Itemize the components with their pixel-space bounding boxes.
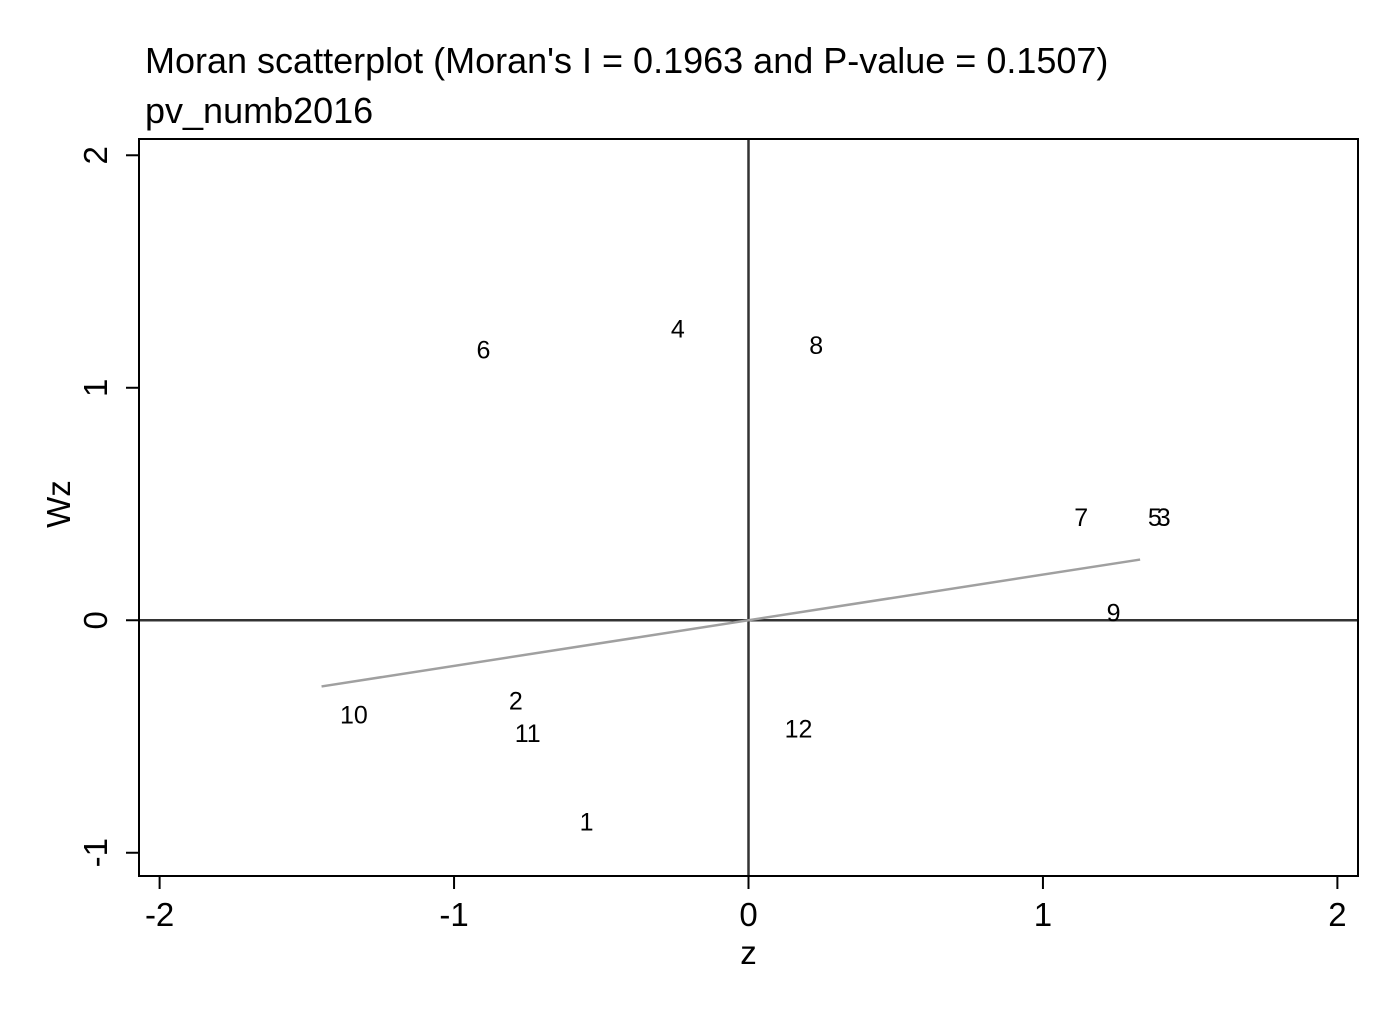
y-axis-title: Wz [40, 480, 77, 528]
point-label: 9 [1107, 599, 1121, 627]
x-axis-title: z [740, 934, 757, 971]
point-label: 6 [477, 337, 491, 365]
point-label: 3 [1157, 504, 1171, 532]
point-label: 1 [580, 809, 594, 837]
point-label: 7 [1074, 504, 1088, 532]
x-tick-label: 0 [739, 896, 757, 933]
point-label: 11 [515, 720, 541, 748]
y-tick-label: 2 [77, 146, 114, 164]
point-label: 12 [785, 716, 813, 744]
y-tick-label: 0 [77, 611, 114, 629]
point-label: 4 [671, 316, 685, 344]
y-tick-label: 1 [77, 379, 114, 397]
x-tick-label: 2 [1328, 896, 1346, 933]
point-label: 5 [1148, 504, 1162, 532]
reference-lines [139, 139, 1358, 876]
x-tick-label: -1 [439, 896, 468, 933]
x-tick-label: 1 [1034, 896, 1052, 933]
x-axis: -2 -1 0 1 2 z [145, 876, 1347, 971]
y-axis: -1 0 1 2 Wz [40, 146, 139, 867]
point-label: 8 [809, 332, 823, 360]
point-label: 2 [509, 688, 523, 716]
chart-title: Moran scatterplot (Moran's I = 0.1963 an… [145, 40, 1109, 81]
fit-line [321, 558, 1141, 688]
fit-line-layer [321, 558, 1141, 688]
x-tick-label: -2 [145, 896, 174, 933]
chart-subtitle: pv_numb2016 [145, 90, 374, 131]
y-tick-label: -1 [77, 838, 114, 867]
point-label: 10 [340, 702, 368, 730]
